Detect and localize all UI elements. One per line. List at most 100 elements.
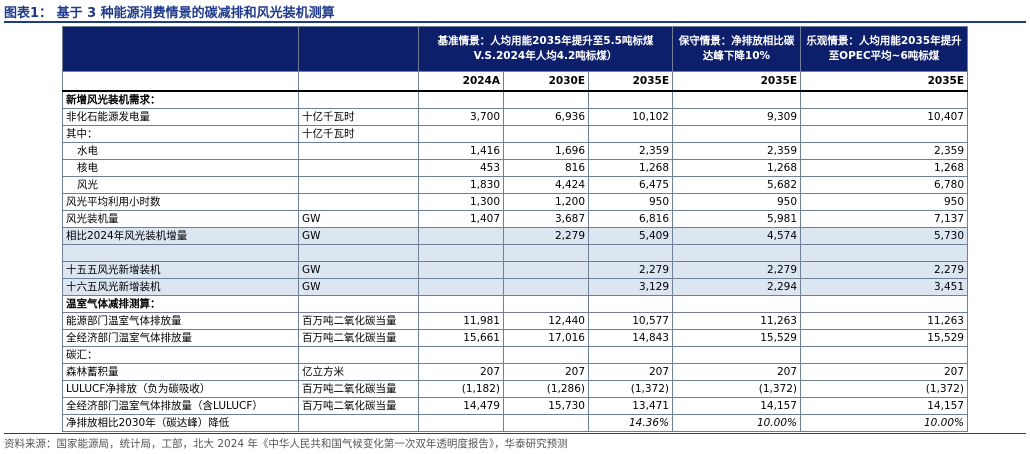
- year-header-blank-unit: [298, 71, 419, 92]
- row-value: [503, 346, 589, 364]
- row-value: [588, 125, 673, 143]
- row-value: 6,936: [503, 108, 589, 126]
- row-value: 14,157: [800, 397, 968, 415]
- row-value: [800, 90, 968, 109]
- row-label: 新增风光装机需求：: [62, 90, 299, 109]
- row-value: 1,830: [418, 176, 504, 194]
- row-value: [800, 346, 968, 364]
- row-value: 11,263: [800, 312, 968, 330]
- row-value: 2,359: [800, 142, 968, 160]
- row-value: 9,309: [672, 108, 801, 126]
- header-blank: [62, 26, 299, 72]
- row-label: 相比2024年风光装机增量: [62, 227, 299, 245]
- row-value: 2,279: [800, 261, 968, 279]
- table-row: 全经济部门温室气体排放量（含LULUCF） 百万吨二氧化碳当量 14,479 15,7…: [62, 397, 968, 415]
- table-row: 碳汇：: [62, 346, 968, 364]
- row-unit: [298, 159, 419, 177]
- data-table: 基准情景：人均用能2035年提升至5.5吨标煤V.S.2024年人均4.2吨标煤…: [62, 26, 968, 432]
- row-label: LULUCF净排放（负为碳吸收）: [62, 380, 299, 398]
- row-value: (1,182): [418, 380, 504, 398]
- row-value: [800, 244, 968, 262]
- row-unit: 十亿千瓦时: [298, 125, 419, 143]
- row-value: [672, 125, 801, 143]
- row-value: 2,279: [503, 227, 589, 245]
- row-unit: GW: [298, 227, 419, 245]
- row-value: 2,359: [588, 142, 673, 160]
- row-value: 1,416: [418, 142, 504, 160]
- row-unit: GW: [298, 261, 419, 279]
- figure-title: 图表1： 基于 3 种能源消费情景的碳减排和风光装机测算: [4, 6, 335, 21]
- row-value: 1,407: [418, 210, 504, 228]
- table-row: LULUCF净排放（负为碳吸收） 百万吨二氧化碳当量 (1,182) (1,286)(…: [62, 380, 968, 398]
- row-value: 950: [672, 193, 801, 211]
- row-value: 5,730: [800, 227, 968, 245]
- row-unit: 十亿千瓦时: [298, 108, 419, 126]
- row-value: 10.00%: [672, 414, 801, 432]
- row-label: 风光装机量: [62, 210, 299, 228]
- row-value: 11,981: [418, 312, 504, 330]
- row-value: [418, 90, 504, 109]
- row-label: 全经济部门温室气体排放量（含LULUCF）: [62, 397, 299, 415]
- row-value: 1,300: [418, 193, 504, 211]
- row-value: 207: [588, 363, 673, 381]
- row-value: [418, 261, 504, 279]
- row-unit: GW: [298, 278, 419, 296]
- row-value: 7,137: [800, 210, 968, 228]
- row-value: [588, 346, 673, 364]
- row-value: 14,479: [418, 397, 504, 415]
- table-row: 能源部门温室气体排放量 百万吨二氧化碳当量 11,981 12,440 10,577 11…: [62, 312, 968, 330]
- year-header: 2035E: [588, 71, 673, 92]
- row-value: (1,372): [588, 380, 673, 398]
- row-value: 2,279: [588, 261, 673, 279]
- row-value: [503, 295, 589, 313]
- row-value: 10,577: [588, 312, 673, 330]
- table-row: 森林蓄积量 亿立方米 207 207 207 207 207: [62, 363, 968, 381]
- row-value: (1,372): [672, 380, 801, 398]
- row-value: 1,696: [503, 142, 589, 160]
- header-blank-unit: [298, 26, 419, 72]
- scenario-conservative-header: 保守情景：净排放相比碳达峰下降10%: [672, 26, 801, 72]
- year-header: 2024A: [418, 71, 504, 92]
- row-unit: [298, 346, 419, 364]
- row-value: 17,016: [503, 329, 589, 347]
- row-label: 温室气体减排测算：: [62, 295, 299, 313]
- year-header: 2035E: [800, 71, 968, 92]
- row-value: 14,843: [588, 329, 673, 347]
- row-value: 15,529: [672, 329, 801, 347]
- row-value: 4,424: [503, 176, 589, 194]
- year-header-blank: [62, 71, 299, 92]
- row-unit: [298, 142, 419, 160]
- row-value: 5,981: [672, 210, 801, 228]
- table-row: 非化石能源发电量 十亿千瓦时 3,700 6,936 10,102 9,309 10,407: [62, 108, 968, 126]
- table-row: 其中： 十亿千瓦时: [62, 125, 968, 143]
- row-value: [588, 244, 673, 262]
- year-header-row: 2024A 2030E 2035E 2035E 2035E: [62, 71, 968, 92]
- row-value: [418, 346, 504, 364]
- row-value: [503, 244, 589, 262]
- scenario-optimistic-header: 乐观情景：人均用能2035年提升至OPEC平均~6吨标煤: [800, 26, 968, 72]
- row-value: 6,780: [800, 176, 968, 194]
- row-value: 816: [503, 159, 589, 177]
- row-value: 2,279: [672, 261, 801, 279]
- row-label: 森林蓄积量: [62, 363, 299, 381]
- row-value: 11,263: [672, 312, 801, 330]
- row-unit: 百万吨二氧化碳当量: [298, 312, 419, 330]
- source-rule: [4, 433, 1026, 434]
- row-value: [503, 90, 589, 109]
- table-row: 十五五风光新增装机 GW 2,279 2,279 2,279: [62, 261, 968, 279]
- year-header: 2030E: [503, 71, 589, 92]
- row-unit: [298, 414, 419, 432]
- row-value: 1,268: [800, 159, 968, 177]
- row-label: 水电: [62, 142, 299, 160]
- row-value: 1,268: [672, 159, 801, 177]
- row-value: [418, 125, 504, 143]
- row-label: 核电: [62, 159, 299, 177]
- row-unit: 百万吨二氧化碳当量: [298, 329, 419, 347]
- row-value: [418, 295, 504, 313]
- row-value: [672, 295, 801, 313]
- row-value: 5,682: [672, 176, 801, 194]
- row-value: 10.00%: [800, 414, 968, 432]
- table-row: 温室气体减排测算：: [62, 295, 968, 313]
- table-row: 水电 1,416 1,696 2,359 2,359 2,359: [62, 142, 968, 160]
- row-unit: [298, 176, 419, 194]
